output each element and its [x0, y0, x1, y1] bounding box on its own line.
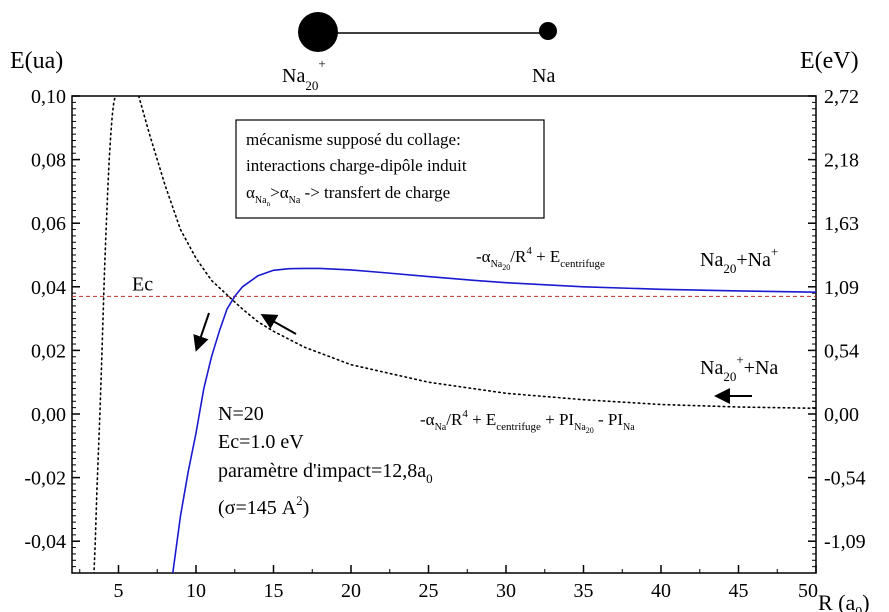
y-tick-label-left: 0,06 [31, 213, 66, 235]
x-tick-label: 10 [186, 580, 206, 602]
arrow-up-left [260, 314, 297, 335]
param-impact: paramètre d'impact=12,8a0 [218, 460, 433, 486]
y-tick-label-right: 1,09 [824, 277, 859, 299]
param-sigma: (σ=145 A2) [218, 493, 309, 519]
molecule-left-label: Na20+ [282, 56, 326, 93]
mechanism-line-2: interactions charge-dipôle induit [246, 156, 467, 175]
right-axis-label: E(eV) [800, 48, 859, 74]
x-tick-label: 15 [264, 580, 284, 602]
x-tick-label: 30 [496, 580, 516, 602]
y-tick-label-left: 0,08 [31, 150, 66, 172]
y-tick-label-left: 0,02 [31, 340, 66, 362]
lower-curve-label: -αNa/R4 + Ecentrifuge + PINa20 - PINa [420, 408, 635, 435]
y-tick-label-left: 0,04 [31, 277, 66, 299]
arrow-down-left [193, 312, 210, 352]
mechanism-box: mécanisme supposé du collage: interactio… [235, 119, 545, 219]
na20-ion-sphere [298, 12, 338, 52]
x-tick-label: 35 [574, 580, 594, 602]
y-tick-label-right: -0,54 [824, 468, 866, 490]
channel-neutral-ion-label: Na20+Na+ [700, 244, 778, 276]
y-tick-label-left: -0,04 [24, 531, 66, 553]
channel-ion-neutral-label: Na20++Na [700, 352, 778, 384]
x-axis-label: R (a0) [818, 590, 870, 612]
y-tick-label-right: 1,63 [824, 213, 859, 235]
series-line-dotted-2 [93, 96, 117, 573]
y-tick-label-left: 0,10 [31, 86, 66, 108]
x-tick-label: 25 [419, 580, 439, 602]
axis-ticks [72, 95, 817, 574]
param-n: N=20 [218, 403, 264, 425]
y-tick-label-left: -0,02 [24, 468, 66, 490]
x-tick-label: 40 [651, 580, 671, 602]
x-tick-label: 20 [341, 580, 361, 602]
y-tick-label-right: 2,72 [824, 86, 859, 108]
left-axis-label: E(ua) [10, 48, 63, 74]
param-ec: Ec=1.0 eV [218, 431, 304, 453]
y-tick-label-right: -1,09 [824, 531, 866, 553]
y-tick-label-right: 0,54 [824, 340, 859, 362]
tick-labels: 0,10 2,72 0,08 2,18 0,06 1,63 0,04 1,09 0,02 0,54… [24, 86, 865, 602]
molecule-right-label: Na [532, 65, 555, 87]
mechanism-line-1: mécanisme supposé du collage: [246, 130, 461, 149]
x-tick-label: 45 [729, 580, 749, 602]
x-tick-label: 5 [114, 580, 124, 602]
ec-label: Ec [132, 273, 153, 295]
y-tick-label-right: 0,00 [824, 404, 859, 426]
mechanism-line-3: αNan>αNa -> transfert de charge [246, 183, 450, 208]
na-atom-sphere [539, 22, 557, 40]
plot-frame [71, 95, 817, 574]
upper-curve-label: -αNa20/R4 + Ecentrifuge [476, 245, 605, 272]
series-line-solid [172, 267, 816, 573]
y-tick-label-left: 0,00 [31, 404, 66, 426]
molecule-diagram: Na20+ Na [282, 12, 557, 93]
y-tick-label-right: 2,18 [824, 150, 859, 172]
x-tick-label: 50 [798, 580, 818, 602]
